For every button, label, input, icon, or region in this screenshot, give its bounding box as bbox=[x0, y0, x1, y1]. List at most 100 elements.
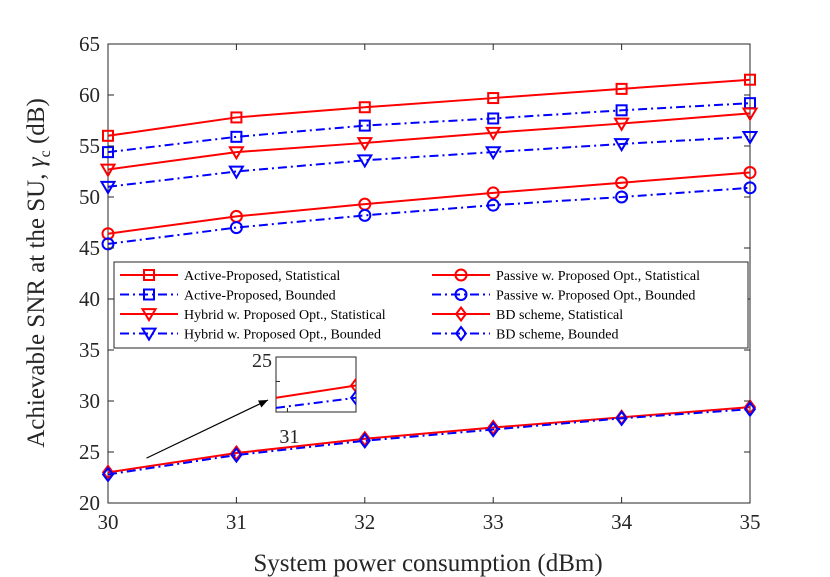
data-point bbox=[615, 104, 628, 117]
legend-label: Passive w. Proposed Opt., Bounded bbox=[496, 289, 695, 304]
legend-marker bbox=[454, 268, 468, 282]
inset-marker-bounded bbox=[349, 389, 356, 406]
series-line bbox=[107, 408, 751, 476]
y-tick-label: 25 bbox=[79, 440, 100, 464]
legend-label: Hybrid w. Proposed Opt., Statistical bbox=[184, 308, 386, 323]
y-tick-label: 30 bbox=[79, 389, 100, 413]
data-point bbox=[743, 400, 757, 418]
legend-marker bbox=[143, 269, 155, 281]
legend-marker bbox=[143, 288, 155, 301]
ticks-layer: 30 31 32 33 34 35 20 25 30 35 40 45 50 55 60 65 bbox=[79, 32, 761, 534]
data-point bbox=[615, 410, 628, 427]
y-tick-label: 60 bbox=[79, 83, 100, 107]
inset-marker-statistical bbox=[349, 377, 356, 394]
series-5 bbox=[101, 181, 757, 251]
x-tick-label: 31 bbox=[226, 510, 247, 534]
inset-y-tick-label: 25 bbox=[252, 350, 272, 372]
legend-label: Active-Proposed, Bounded bbox=[184, 289, 336, 304]
data-point bbox=[101, 466, 115, 483]
data-point bbox=[741, 130, 759, 145]
legend-item: BD scheme, Bounded bbox=[432, 325, 618, 343]
legend-item: Hybrid w. Proposed Opt., Statistical bbox=[120, 308, 386, 323]
x-tick-label: 35 bbox=[740, 510, 761, 534]
x-tick-label: 34 bbox=[611, 510, 633, 534]
data-point bbox=[615, 82, 628, 95]
y-axis-label: Achievable SNR at the SU, γc (dB) bbox=[23, 98, 54, 448]
y-tick-label: 50 bbox=[79, 185, 100, 209]
y-tick-label: 40 bbox=[79, 287, 100, 311]
y-tick-label: 45 bbox=[79, 236, 100, 260]
plot-area-border bbox=[107, 43, 751, 504]
legend-label: Active-Proposed, Statistical bbox=[184, 269, 340, 284]
data-point bbox=[358, 432, 371, 449]
legend-label: BD scheme, Statistical bbox=[496, 308, 623, 323]
data-point bbox=[615, 190, 629, 204]
data-point bbox=[741, 107, 759, 122]
series-line bbox=[107, 112, 751, 171]
legend-box bbox=[113, 261, 749, 349]
legend-label: Passive w. Proposed Opt., Statistical bbox=[496, 269, 700, 284]
y-axis-label-symbol: γ bbox=[23, 156, 50, 167]
data-point bbox=[358, 101, 371, 114]
zoom-inset: 25 31 bbox=[146, 350, 357, 459]
data-point bbox=[102, 129, 114, 142]
legend-marker bbox=[140, 327, 158, 342]
data-point bbox=[615, 176, 629, 190]
legend-label: BD scheme, Bounded bbox=[496, 328, 618, 343]
y-tick-label: 65 bbox=[79, 32, 100, 56]
legend-marker bbox=[454, 325, 468, 342]
series-line bbox=[107, 102, 751, 154]
y-tick-label: 55 bbox=[79, 134, 100, 158]
data-point bbox=[228, 146, 245, 161]
y-axis-label-unit: (dB) bbox=[23, 98, 50, 150]
axes-frame bbox=[107, 43, 751, 504]
legend-item: Active-Proposed, Bounded bbox=[120, 288, 336, 304]
inset-x-tick-label: 31 bbox=[279, 426, 299, 448]
inset-plot bbox=[276, 377, 356, 409]
data-point bbox=[230, 446, 243, 464]
series-1 bbox=[102, 97, 756, 159]
series-line bbox=[107, 78, 751, 137]
data-point bbox=[743, 181, 757, 195]
data-point bbox=[613, 138, 630, 153]
legend-item: Hybrid w. Proposed Opt., Bounded bbox=[120, 328, 381, 343]
data-point bbox=[744, 73, 756, 86]
data-point bbox=[358, 208, 372, 222]
legend-marker bbox=[454, 288, 468, 301]
series-2 bbox=[99, 107, 759, 178]
series-7 bbox=[101, 400, 757, 483]
data-point bbox=[229, 221, 243, 235]
data-point bbox=[101, 237, 115, 251]
data-point bbox=[487, 419, 500, 436]
data-point bbox=[743, 166, 757, 180]
data-point bbox=[101, 464, 115, 481]
y-axis-label-subscript: c bbox=[37, 150, 54, 157]
legend-item: BD scheme, Statistical bbox=[432, 305, 623, 323]
legend: Active-Proposed, Statistical Passive w. P… bbox=[113, 261, 749, 349]
series-0 bbox=[102, 73, 756, 142]
data-point bbox=[230, 444, 243, 462]
zoom-arrow-line bbox=[146, 399, 269, 459]
data-point bbox=[358, 430, 371, 447]
data-point bbox=[230, 111, 243, 124]
data-point bbox=[487, 92, 500, 105]
data-point bbox=[228, 165, 245, 180]
data-point bbox=[743, 398, 757, 416]
data-point bbox=[356, 137, 374, 152]
series-line bbox=[107, 406, 751, 474]
series-layer bbox=[99, 73, 759, 483]
data-point bbox=[487, 421, 500, 438]
series-line bbox=[107, 186, 751, 245]
inset-line-bounded bbox=[276, 396, 356, 409]
zoom-arrow-head bbox=[258, 400, 268, 408]
data-point bbox=[230, 130, 243, 143]
data-point bbox=[486, 198, 500, 212]
legend-label: Hybrid w. Proposed Opt., Bounded bbox=[184, 328, 381, 343]
y-tick-label: 20 bbox=[79, 491, 100, 515]
y-axis-label-text: Achievable SNR at the SU, bbox=[23, 167, 50, 448]
x-tick-label: 33 bbox=[483, 510, 504, 534]
legend-marker bbox=[454, 305, 468, 323]
data-point bbox=[613, 117, 630, 132]
data-point bbox=[358, 119, 371, 132]
